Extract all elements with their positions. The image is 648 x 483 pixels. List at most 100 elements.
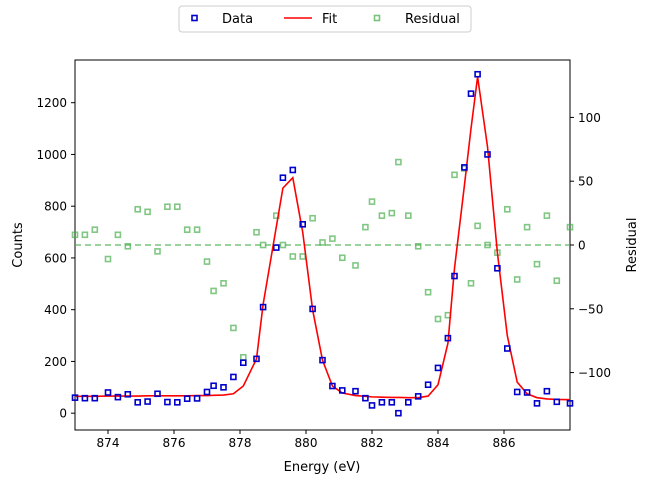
- residual-point: [566, 223, 574, 231]
- data-point: [444, 334, 452, 342]
- legend-fit-label: Fit: [322, 12, 337, 27]
- data-point: [553, 398, 561, 406]
- y2-tick-label: 100: [578, 111, 601, 125]
- residual-point: [503, 205, 511, 213]
- residual-point: [368, 198, 376, 205]
- data-point: [352, 387, 359, 395]
- residual-point: [338, 254, 346, 262]
- data-point: [378, 399, 386, 406]
- data-point: [164, 398, 171, 406]
- data-point: [451, 272, 458, 280]
- data-point: [203, 388, 211, 396]
- residual-point: [279, 241, 287, 249]
- data-point: [368, 402, 376, 409]
- residual-point: [474, 222, 481, 230]
- y-axis-label: Counts: [11, 222, 26, 268]
- data-point: [210, 382, 217, 390]
- y2-axis-label: Residual: [625, 218, 640, 273]
- y-tick-label: 400: [44, 303, 67, 317]
- residual-point: [134, 205, 141, 213]
- residual-point: [91, 226, 99, 233]
- data-point: [71, 394, 79, 401]
- data-point: [259, 303, 267, 311]
- residual-point: [362, 223, 369, 231]
- data-point: [362, 394, 369, 402]
- y2-tick-label: 50: [578, 175, 593, 189]
- residual-point: [71, 231, 79, 239]
- data-point: [134, 399, 141, 406]
- residual-point: [203, 258, 211, 265]
- data-point: [220, 384, 227, 391]
- x-tick-label: 886: [493, 436, 516, 450]
- data-point: [114, 393, 122, 401]
- x-axis-label: Energy (eV): [284, 460, 361, 475]
- data-point: [193, 395, 201, 402]
- residual-point: [543, 212, 551, 219]
- residual-point: [352, 262, 359, 269]
- y-axis-ticks: 0 200 400 600 800 1000 1200: [36, 96, 75, 421]
- residual-point: [220, 279, 227, 287]
- residual-point: [174, 203, 181, 211]
- residual-point: [553, 277, 561, 285]
- data-point: [338, 387, 346, 394]
- residual-point: [414, 242, 422, 250]
- y-tick-label: 1000: [36, 148, 67, 162]
- x-tick-label: 874: [97, 436, 120, 450]
- data-point: [484, 151, 491, 158]
- residual-point: [154, 248, 161, 255]
- data-point: [414, 393, 422, 400]
- data-point: [183, 395, 191, 402]
- residual-point: [253, 228, 260, 236]
- x-tick-label: 880: [295, 436, 318, 450]
- residual-point: [164, 203, 171, 211]
- data-series: [71, 70, 574, 417]
- data-point: [467, 90, 475, 97]
- residual-point: [309, 214, 316, 222]
- y-tick-label: 0: [59, 407, 67, 421]
- residual-point: [144, 208, 151, 216]
- data-point: [299, 221, 307, 228]
- data-point: [503, 345, 511, 352]
- data-point: [230, 373, 237, 381]
- y-tick-label: 1200: [36, 96, 67, 110]
- data-point: [424, 381, 432, 389]
- residual-point: [424, 288, 432, 296]
- residual-point: [378, 212, 386, 219]
- data-point: [240, 359, 247, 367]
- x-tick-label: 876: [163, 436, 186, 450]
- data-point: [474, 70, 481, 78]
- data-point: [174, 399, 181, 406]
- y2-tick-label: −50: [578, 302, 603, 316]
- residual-point: [329, 235, 336, 242]
- residual-point: [124, 242, 132, 250]
- legend-frame: [178, 5, 472, 33]
- data-point: [434, 364, 442, 372]
- x-tick-label: 878: [229, 436, 252, 450]
- residual-point: [533, 260, 541, 268]
- x-tick-label: 884: [427, 436, 450, 450]
- data-point: [279, 174, 287, 182]
- data-point: [566, 400, 574, 407]
- y-tick-label: 600: [44, 251, 67, 265]
- data-point: [319, 356, 326, 364]
- residual-point: [404, 212, 412, 219]
- residual-point: [319, 239, 326, 246]
- residual-point: [451, 171, 458, 179]
- data-point: [523, 389, 531, 396]
- residual-point: [289, 253, 297, 260]
- residual-point: [114, 231, 122, 239]
- data-point: [144, 398, 151, 405]
- fit-line: [75, 76, 571, 401]
- residual-point: [210, 287, 217, 295]
- data-point: [253, 355, 260, 363]
- residual-point: [484, 241, 491, 249]
- data-point: [404, 399, 412, 406]
- y-tick-label: 800: [44, 200, 67, 214]
- residual-point: [523, 223, 531, 231]
- x-axis-ticks: 874 876 878 880 882 884 886: [97, 430, 516, 450]
- data-point: [533, 400, 541, 407]
- legend: Data Fit Residual: [178, 5, 472, 33]
- residual-point: [104, 255, 112, 263]
